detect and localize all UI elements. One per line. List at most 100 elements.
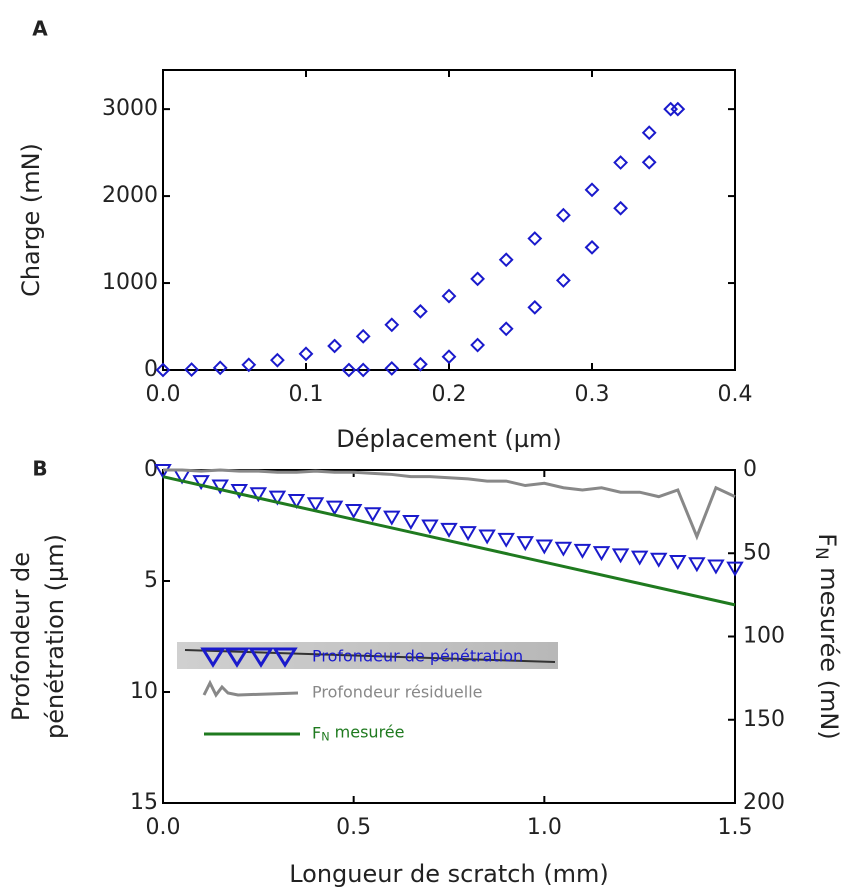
legend-swatch <box>248 647 274 668</box>
x-tick-label: 1.0 <box>527 815 562 840</box>
data-point <box>478 529 496 545</box>
y-tick-label: 0 <box>144 357 158 382</box>
data-point <box>327 338 343 354</box>
data-point <box>412 303 428 319</box>
data-point <box>355 328 371 344</box>
data-point <box>211 479 229 495</box>
plot-frame <box>162 69 736 371</box>
data-point <box>688 557 706 573</box>
series-line <box>162 475 736 607</box>
data-point <box>641 125 657 141</box>
data-point <box>554 541 573 557</box>
data-point <box>535 539 554 555</box>
x-tick-label: 1.5 <box>718 815 753 840</box>
data-point <box>630 550 649 566</box>
y-tick-label: 2000 <box>102 183 158 208</box>
data-point <box>440 522 458 538</box>
data-point <box>269 352 285 368</box>
legend-label: Profondeur résiduelle <box>312 683 482 702</box>
data-point <box>707 559 725 575</box>
data-point <box>649 552 668 568</box>
data-point <box>726 561 744 577</box>
legend-swatch <box>224 647 250 668</box>
legend-swatch <box>272 647 298 668</box>
data-point <box>611 548 630 564</box>
data-point <box>573 543 592 559</box>
y-tick-label: 1000 <box>102 270 158 295</box>
data-point <box>412 356 428 372</box>
data-point <box>641 154 657 170</box>
data-point <box>613 155 629 170</box>
data-point <box>192 475 210 491</box>
data-point <box>555 273 571 288</box>
data-point <box>298 346 314 362</box>
y-tick-label: 0 <box>144 457 158 482</box>
data-point <box>584 239 600 255</box>
y-axis-label: Profondeur de <box>7 552 35 721</box>
x-tick-label: 0.5 <box>336 815 371 840</box>
data-point <box>497 532 515 548</box>
x-tick-label: 0.2 <box>432 382 467 407</box>
x-tick-label: 0.1 <box>289 382 324 407</box>
data-point <box>363 507 382 523</box>
plot-frame <box>162 469 736 804</box>
legend-label: FN mesurée <box>312 722 404 743</box>
legend-swatch <box>202 679 299 698</box>
data-point <box>287 493 306 509</box>
data-point <box>421 519 439 535</box>
data-point <box>527 231 543 246</box>
data-point <box>344 503 363 519</box>
y2-tick-label: 0 <box>743 457 757 482</box>
data-point <box>306 497 325 513</box>
data-point <box>498 321 514 337</box>
data-point <box>584 182 600 198</box>
data-point <box>498 252 514 268</box>
x-axis-label: Longueur de scratch (mm) <box>289 860 609 888</box>
data-point <box>383 510 401 526</box>
x-axis-label: Déplacement (µm) <box>336 425 562 453</box>
data-point <box>155 362 171 378</box>
data-point <box>470 271 486 287</box>
data-point <box>268 490 287 506</box>
legend-label: Profondeur de pénétration <box>312 647 523 666</box>
data-point <box>459 526 477 542</box>
y-axis-label: Charge (mN) <box>17 143 45 297</box>
x-tick-label: 0.0 <box>146 382 181 407</box>
y2-tick-label: 200 <box>743 790 785 815</box>
data-point <box>555 207 571 223</box>
data-point <box>669 555 687 571</box>
x-tick-label: 0.4 <box>718 382 753 407</box>
data-point <box>184 362 200 377</box>
panel-label: B <box>32 457 47 481</box>
series-line <box>163 468 736 541</box>
data-point <box>325 500 344 516</box>
panel-label: A <box>32 17 48 41</box>
y-tick-label: 15 <box>130 790 158 815</box>
y2-tick-label: 100 <box>743 624 785 649</box>
y-tick-label: 3000 <box>102 96 158 121</box>
data-point <box>613 200 629 216</box>
data-point <box>516 536 535 552</box>
data-point <box>212 360 228 376</box>
data-point <box>241 357 257 373</box>
data-point <box>592 546 611 562</box>
data-point <box>384 361 400 376</box>
y-axis-label: pénétration (µm) <box>41 534 69 739</box>
y2-axis-label: FN mesurée (mN) <box>812 533 843 739</box>
data-point <box>355 362 371 378</box>
data-point <box>527 299 543 315</box>
data-point <box>441 288 457 304</box>
x-tick-label: 0.3 <box>575 382 610 407</box>
y-tick-label: 10 <box>130 679 158 704</box>
legend-swatch <box>200 647 226 668</box>
data-point <box>341 362 357 378</box>
y2-tick-label: 50 <box>743 540 771 565</box>
data-point <box>441 349 457 365</box>
data-point <box>384 317 400 333</box>
data-point <box>230 483 249 499</box>
data-point <box>249 487 268 503</box>
y-tick-label: 5 <box>144 568 158 593</box>
data-point <box>470 337 486 353</box>
data-point <box>402 515 420 531</box>
